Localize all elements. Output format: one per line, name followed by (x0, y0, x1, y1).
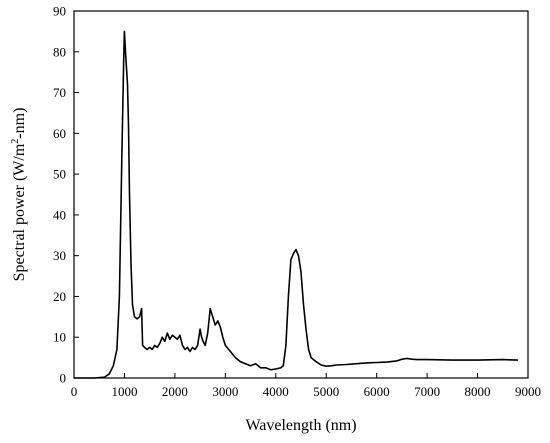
y-tick-label: 50 (53, 167, 66, 182)
x-tick-label: 7000 (414, 384, 440, 399)
y-tick-label: 0 (60, 371, 67, 386)
x-tick-label: 6000 (364, 384, 390, 399)
y-tick-label: 40 (53, 207, 66, 222)
x-axis-title: Wavelength (nm) (245, 417, 356, 434)
x-tick-label: 8000 (465, 384, 491, 399)
y-tick-label: 30 (53, 248, 66, 263)
y-axis-ticks: 0 10 20 30 40 50 60 70 80 90 (53, 4, 79, 386)
y-tick-label: 90 (53, 4, 66, 19)
y-axis-title-superscript: 2 (10, 139, 21, 144)
y-axis-title: Spectral power (W/m2-nm) (10, 108, 28, 282)
y-tick-label: 60 (53, 126, 66, 141)
y-axis-title-unit: -nm) (11, 108, 28, 139)
spectral-power-series-line (74, 30, 518, 379)
x-tick-label: 0 (71, 384, 78, 399)
y-tick-label: 70 (53, 85, 66, 100)
y-tick-label: 10 (53, 330, 66, 345)
y-tick-label: 80 (53, 44, 66, 59)
y-axis-title-main: Spectral power (W/m (11, 143, 28, 281)
plot-frame (73, 10, 529, 379)
x-tick-label: 2000 (162, 384, 188, 399)
x-tick-label: 5000 (313, 384, 339, 399)
x-axis-ticks: 0 1000 2000 3000 4000 5000 6000 7000 8000 9000 (71, 373, 541, 399)
y-tick-label: 20 (53, 289, 66, 304)
x-tick-label: 1000 (111, 384, 137, 399)
x-tick-label: 3000 (212, 384, 238, 399)
x-tick-label: 9000 (515, 384, 541, 399)
x-tick-label: 4000 (263, 384, 289, 399)
